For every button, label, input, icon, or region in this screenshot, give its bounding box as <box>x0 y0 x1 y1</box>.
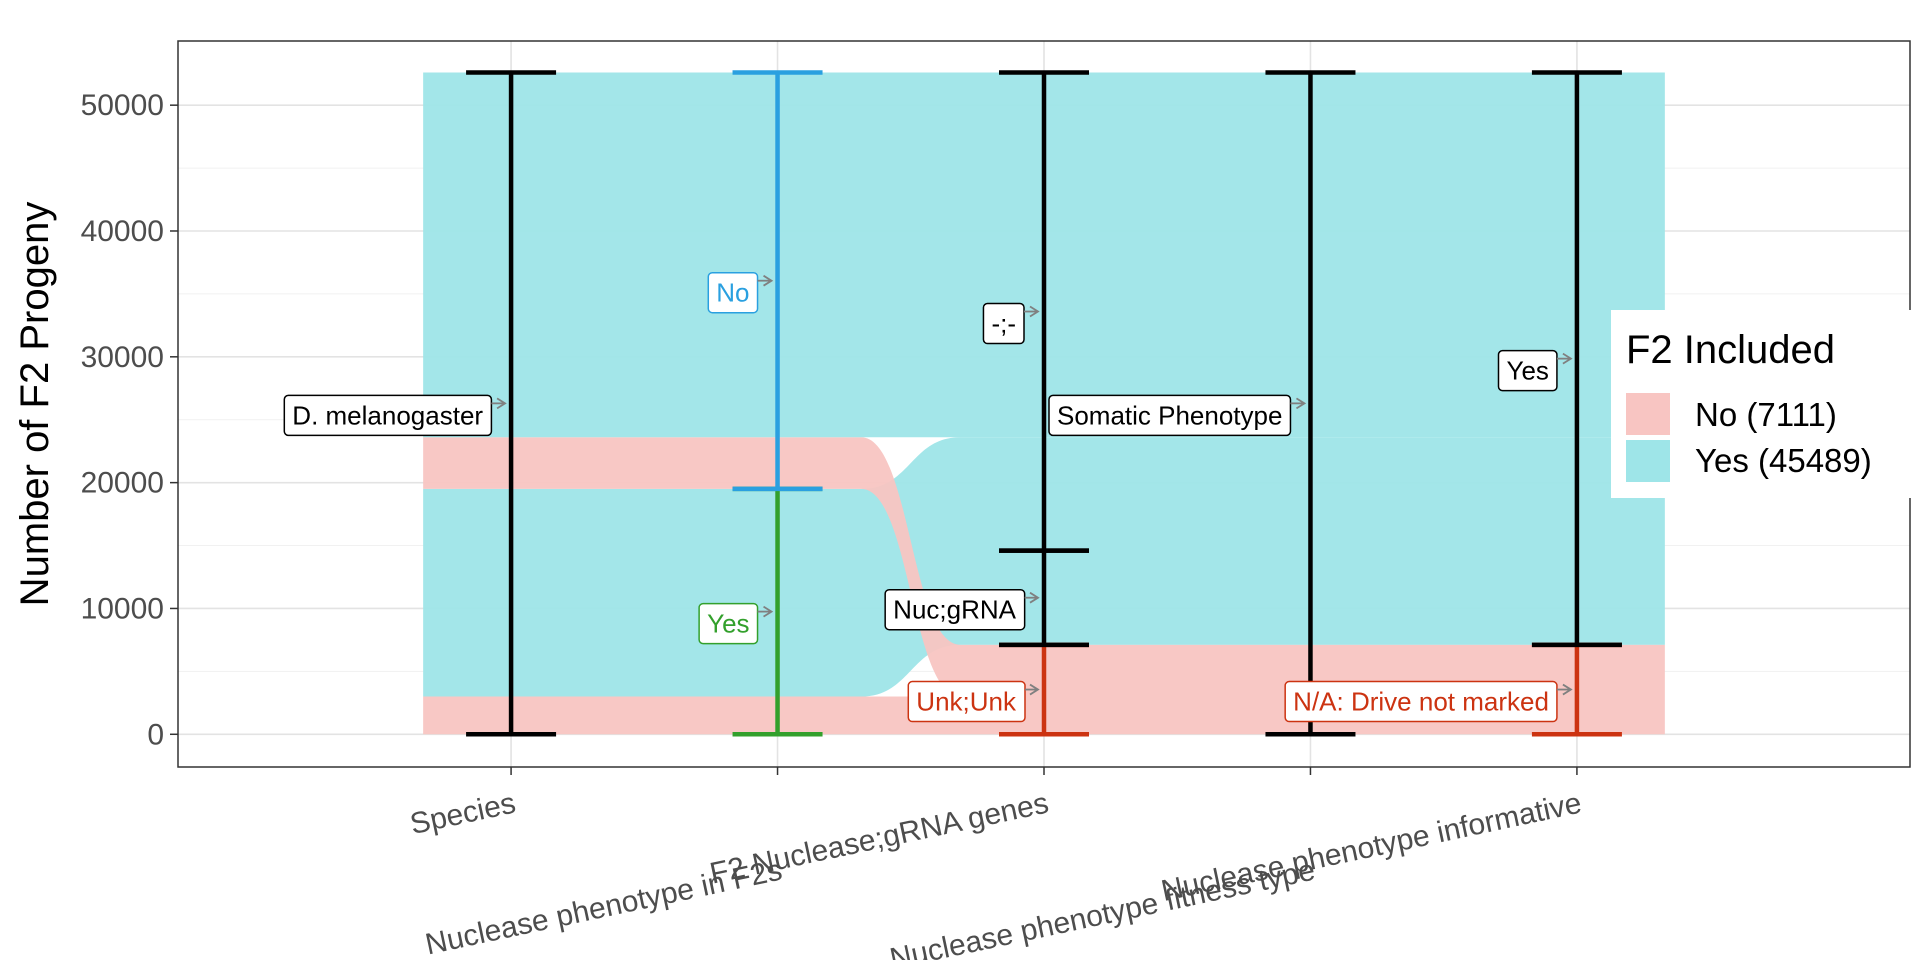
flow-no <box>423 437 1665 697</box>
arrow-head-icon <box>763 274 774 287</box>
y-tick-label: 0 <box>147 718 164 751</box>
stratum-label-box <box>707 271 759 314</box>
arrow-head-icon <box>1562 352 1573 365</box>
stratum-labels: D. melanogaster Yes No Unk;Unk Nuc;gRNA -;- So… <box>283 271 1573 723</box>
x-tick-label: Species <box>407 787 518 841</box>
stratum-label-text: Yes <box>707 609 749 639</box>
arrow-head-icon <box>1562 683 1573 696</box>
stratum-8 <box>1531 70 1622 648</box>
arrow-head-icon <box>1029 305 1040 318</box>
y-tick-label: 30000 <box>81 341 164 374</box>
y-tick-label: 10000 <box>81 592 164 625</box>
stratum-5 <box>999 70 1089 553</box>
x-tick-label: Nuclease phenotype informative <box>1158 787 1584 908</box>
stratum-label-text: D. melanogaster <box>292 400 483 430</box>
stratum-label-3: Unk;Unk <box>907 680 1040 723</box>
stratum-label-5: -;- <box>982 302 1040 345</box>
stratum-label-0: D. melanogaster <box>283 394 507 437</box>
strata-bars <box>466 70 1622 737</box>
x-tick-label: F2 Nuclease;gRNA genes <box>707 787 1052 891</box>
stratum-6 <box>1265 70 1356 737</box>
arrow-head-icon <box>496 397 507 410</box>
arrow-head-icon <box>1029 683 1040 696</box>
stratum-label-box <box>1284 680 1558 723</box>
stratum-label-box <box>907 680 1026 723</box>
legend-label-yes: Yes (45489) <box>1695 442 1872 479</box>
stratum-label-text: Yes <box>1507 356 1549 386</box>
legend-title: F2 Included <box>1626 328 1835 372</box>
stratum-label-1: Yes <box>698 602 774 645</box>
stratum-label-box <box>698 602 759 645</box>
stratum-label-8: Yes <box>1497 349 1573 392</box>
legend-swatch-no <box>1626 393 1670 435</box>
y-axis-title: Number of F2 Progeny <box>13 202 57 607</box>
stratum-label-text: Unk;Unk <box>916 687 1017 717</box>
stratum-label-box <box>1048 394 1292 437</box>
legend: F2 Included No (7111) Yes (45489) <box>1611 310 1920 498</box>
arrow-head-icon <box>1295 397 1307 410</box>
stratum-2 <box>732 70 823 492</box>
stratum-label-box <box>283 394 493 437</box>
stratum-label-box <box>982 302 1025 345</box>
arrow-head-icon <box>763 605 774 618</box>
stratum-label-2: No <box>707 271 774 314</box>
stratum-label-box <box>884 588 1026 631</box>
y-tick-label: 20000 <box>81 467 164 500</box>
stratum-label-box <box>1497 349 1558 392</box>
legend-label-no: No (7111) <box>1695 396 1837 433</box>
stratum-label-7: N/A: Drive not marked <box>1284 680 1573 723</box>
stratum-label-text: Somatic Phenotype <box>1057 400 1282 430</box>
stratum-0 <box>466 70 557 737</box>
arrow-head-icon <box>1029 591 1040 604</box>
y-tick-label: 50000 <box>81 89 164 122</box>
stratum-label-text: N/A: Drive not marked <box>1293 687 1549 717</box>
legend-swatch-yes <box>1626 440 1670 482</box>
stratum-label-text: No <box>716 278 749 308</box>
stratum-label-4: Nuc;gRNA <box>884 588 1040 631</box>
y-tick-label: 40000 <box>81 215 164 248</box>
stratum-label-6: Somatic Phenotype <box>1048 394 1307 437</box>
stratum-label-text: -;- <box>991 309 1016 339</box>
stratum-label-text: Nuc;gRNA <box>893 595 1016 625</box>
